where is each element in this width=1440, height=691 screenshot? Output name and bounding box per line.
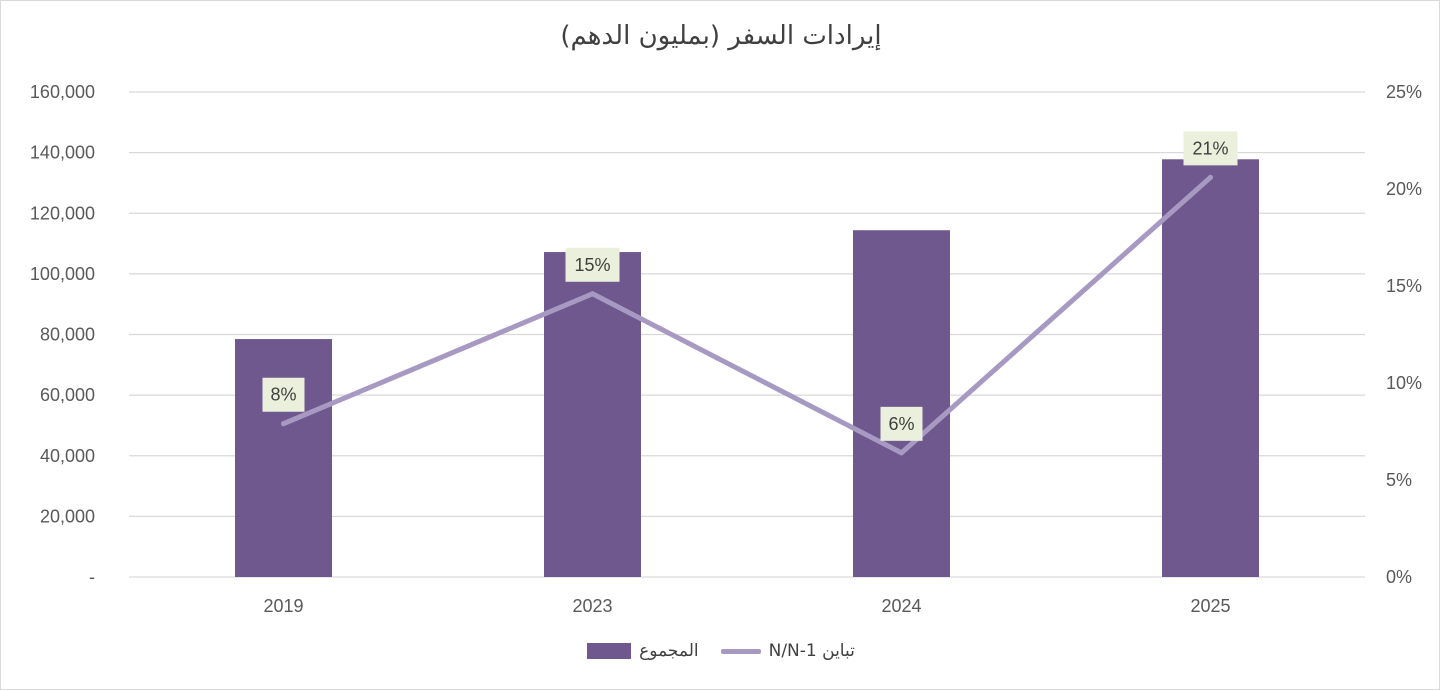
legend-label-total: المجموع (639, 641, 699, 661)
left-axis-tick-label: 140,000 (30, 143, 95, 163)
bar (853, 230, 950, 577)
data-label-box (262, 377, 305, 412)
data-label: 8% (270, 385, 296, 405)
data-labels: 8% 15% 6% 21% (262, 131, 1238, 441)
data-label-box (565, 247, 620, 282)
legend-item-variance: تباين N/N-1 (720, 641, 855, 661)
left-axis-tick-label: 20,000 (40, 506, 95, 526)
legend-bar-swatch (587, 643, 632, 659)
x-axis-tick-label: 2025 (1190, 596, 1230, 616)
data-label-box (1183, 131, 1238, 166)
right-axis-tick-label: 20% (1386, 179, 1422, 199)
left-axis-tick-label: 80,000 (40, 325, 95, 345)
left-axis-ticks: - 20,000 40,000 60,000 80,000 100,000 120,000 1… (30, 82, 95, 587)
data-label-box (880, 406, 923, 441)
variance-line (281, 174, 1213, 456)
data-label: 15% (574, 255, 610, 275)
line-point (590, 291, 595, 297)
bar (544, 252, 641, 578)
line-point (281, 421, 286, 427)
x-axis-ticks: 2019 2023 2024 2025 (263, 596, 1230, 616)
legend: المجموع تباين N/N-1 (1, 641, 1440, 661)
left-axis-tick-label: 60,000 (40, 385, 95, 405)
left-axis-tick-label: 100,000 (30, 264, 95, 284)
legend-line-swatch (720, 648, 761, 654)
line-point (899, 450, 904, 456)
gridlines (129, 91, 1365, 578)
bar-series (235, 159, 1259, 578)
right-axis-tick-label: 10% (1386, 373, 1422, 393)
right-axis-tick-label: 25% (1386, 82, 1422, 102)
left-axis-tick-label: 120,000 (30, 203, 95, 223)
line-series (281, 174, 1213, 456)
right-axis-tick-label: 15% (1386, 276, 1422, 296)
legend-label-variance: تباين N/N-1 (768, 641, 855, 661)
x-axis-tick-label: 2024 (881, 596, 921, 616)
chart-title: إيرادات السفر (بمليون الدهم) (560, 21, 882, 51)
right-axis-ticks: 0% 5% 10% 15% 20% 25% (1386, 82, 1422, 587)
bar (235, 339, 332, 577)
data-label: 21% (1192, 138, 1228, 158)
data-label: 6% (888, 414, 914, 434)
x-axis-tick-label: 2019 (263, 596, 303, 616)
right-axis-tick-label: 5% (1386, 470, 1412, 490)
right-axis-tick-label: 0% (1386, 567, 1412, 587)
line-point (1208, 174, 1213, 180)
legend-item-total: المجموع (587, 641, 699, 661)
left-axis-tick-label: - (89, 567, 95, 587)
x-axis-tick-label: 2023 (572, 596, 612, 616)
bar (1162, 159, 1259, 577)
left-axis-tick-label: 160,000 (30, 82, 95, 102)
left-axis-tick-label: 40,000 (40, 446, 95, 466)
